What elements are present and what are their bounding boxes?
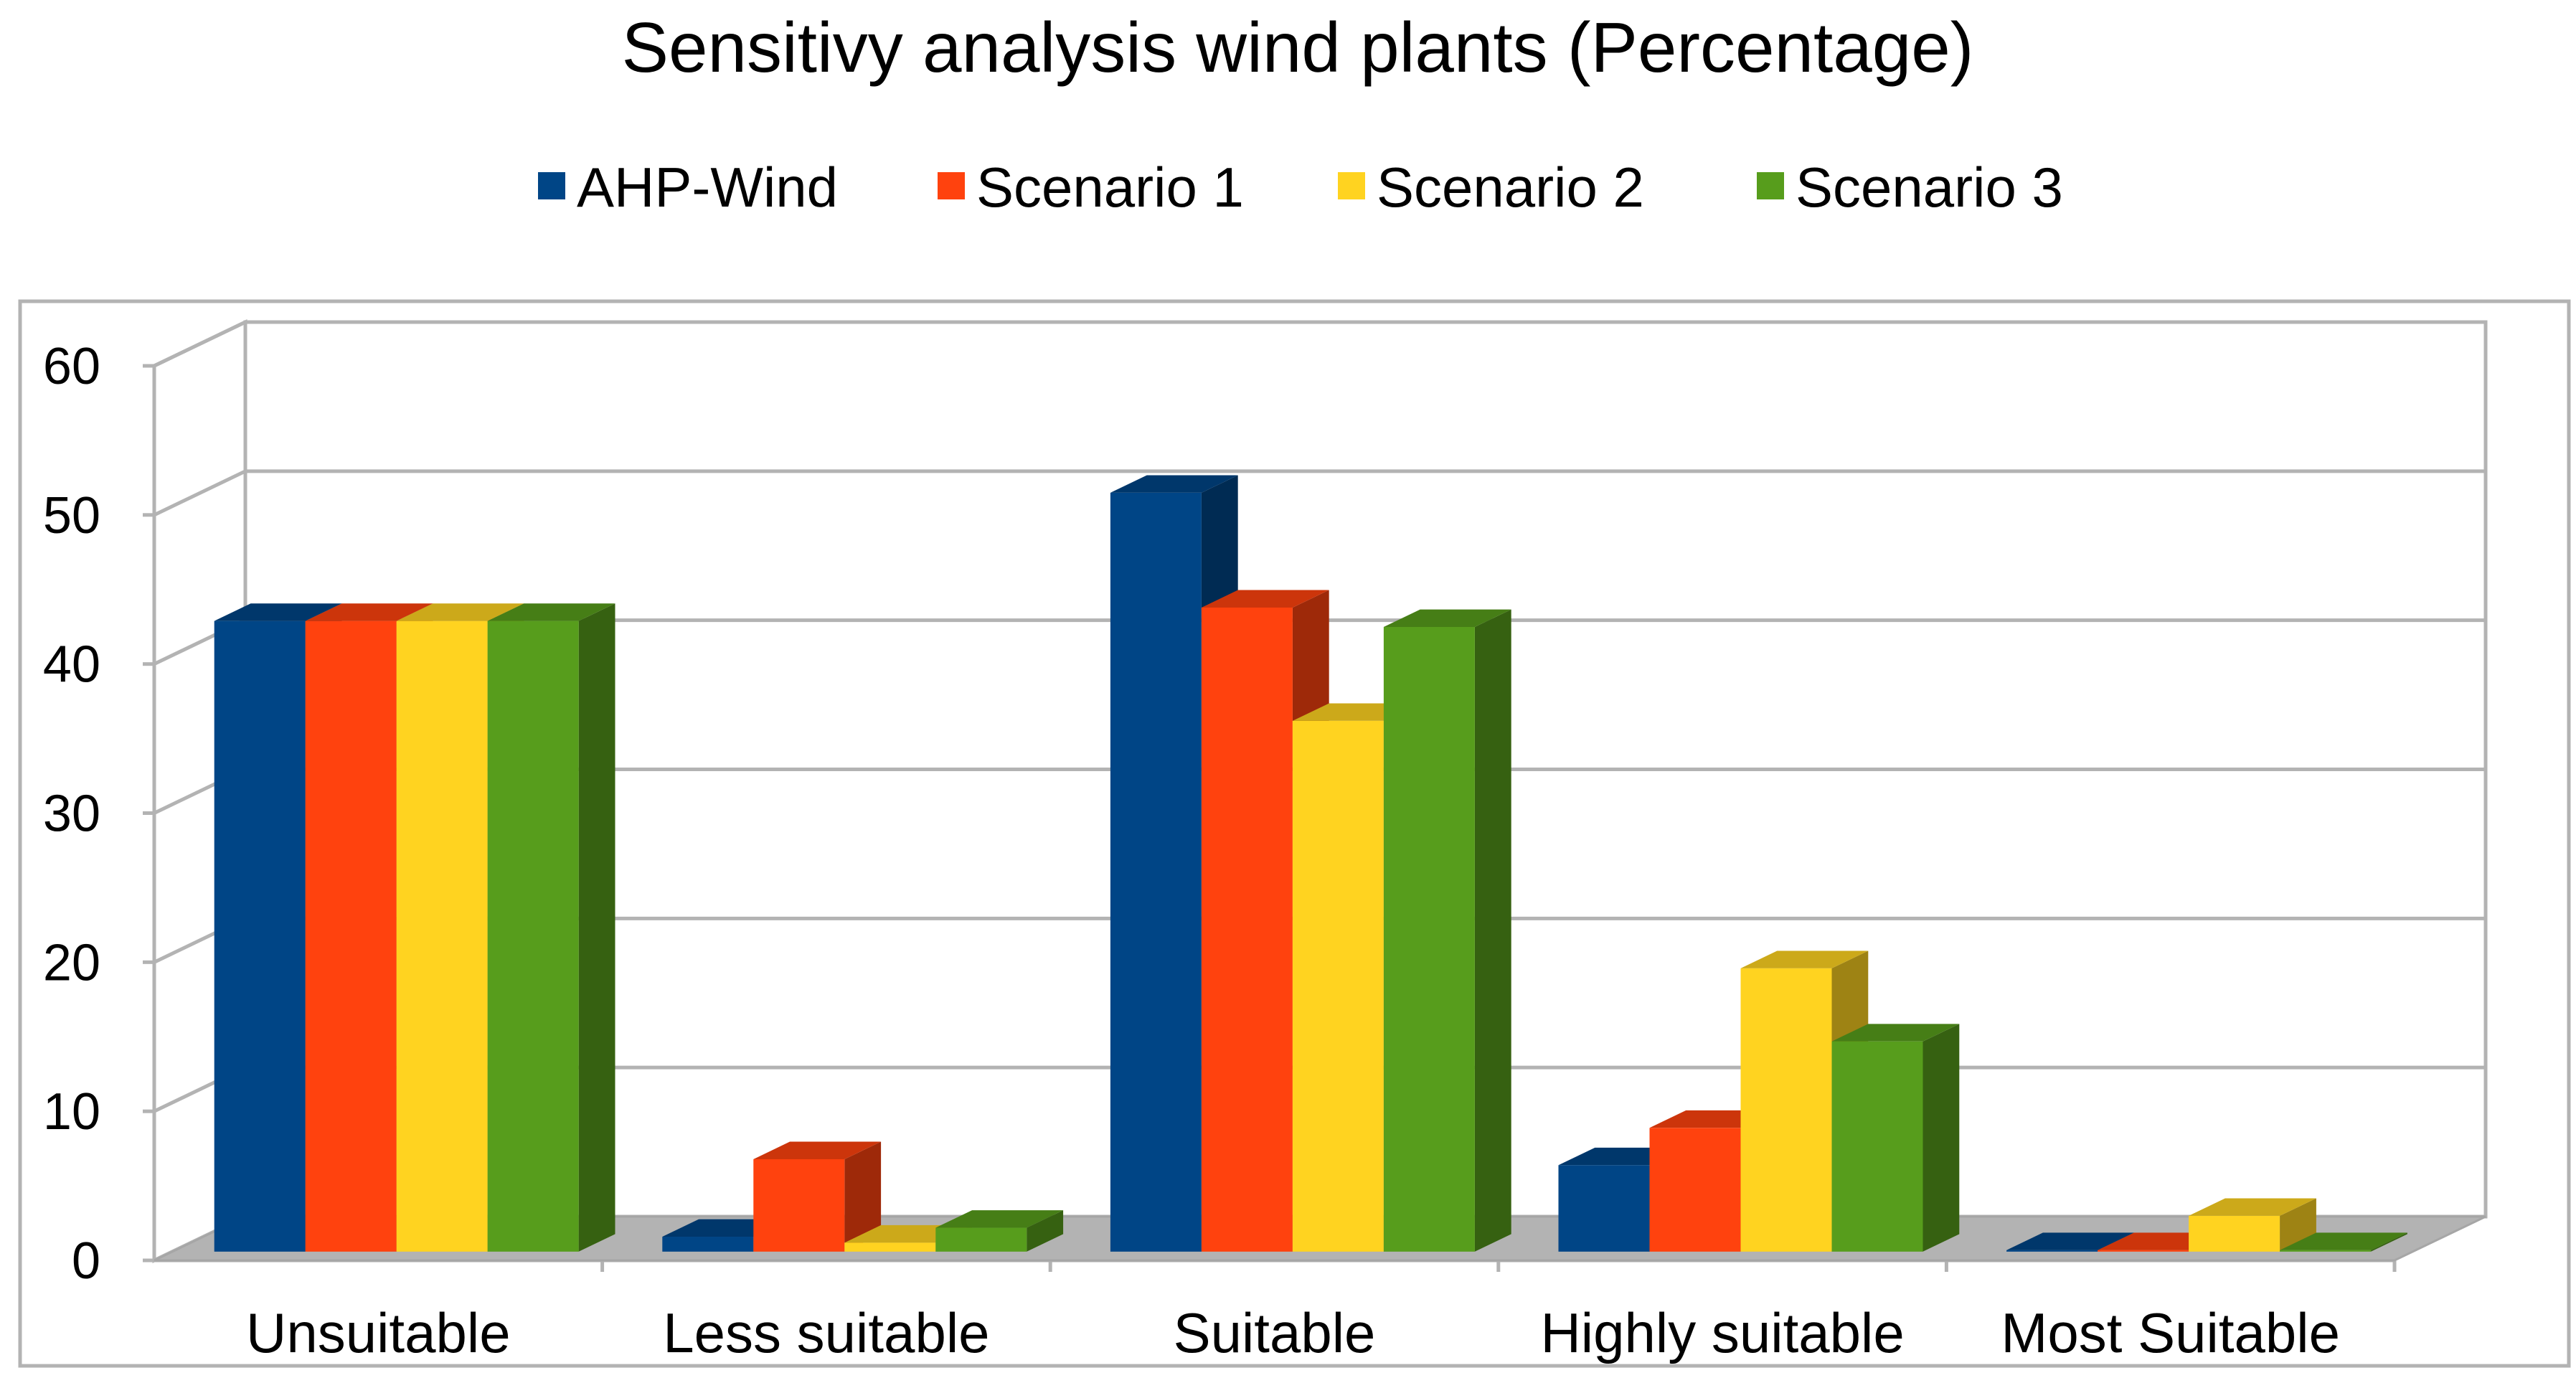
bar-front	[1383, 626, 1475, 1252]
gridline	[153, 469, 2486, 517]
bar-front	[2189, 1215, 2280, 1252]
plot-area-frame	[18, 299, 2571, 1368]
x-category-label: Unsuitable	[246, 1301, 511, 1364]
legend-item-scenario-3: Scenario 3	[1757, 156, 2063, 219]
bar-top	[1383, 609, 1511, 627]
bar-front	[1649, 1128, 1741, 1252]
bar-top	[396, 603, 524, 621]
y-tick-label: 10	[43, 1083, 100, 1141]
bar-top	[935, 1210, 1064, 1228]
bar-front	[844, 1242, 936, 1252]
legend-label: AHP-Wind	[577, 156, 838, 219]
x-category-label: Suitable	[1174, 1301, 1376, 1364]
legend: AHP-Wind Scenario 1 Scenario 2 Scenario 3	[538, 156, 2063, 219]
y-tick-label: 30	[43, 785, 100, 843]
x-category-label: Less suitable	[663, 1301, 989, 1364]
y-tick-label: 0	[72, 1232, 100, 1290]
legend-swatch	[538, 172, 565, 199]
bar-top	[2006, 1232, 2134, 1250]
y-tick-label: 60	[43, 338, 100, 395]
legend-item-ahp-wind: AHP-Wind	[538, 156, 838, 219]
bar-front	[2098, 1250, 2189, 1252]
chart-title: Sensitivy analysis wind plants (Percenta…	[622, 8, 1974, 87]
bar-top	[1110, 475, 1238, 493]
bars	[214, 475, 2407, 1252]
bar-scenario-1-less-suitable	[753, 1141, 882, 1252]
bar-scenario-3-less-suitable	[935, 1210, 1064, 1252]
legend-item-scenario-2: Scenario 2	[1338, 156, 1644, 219]
legend-label: Scenario 1	[976, 156, 1244, 219]
bar-side	[1474, 609, 1511, 1252]
bar-front	[1110, 492, 1202, 1252]
bar-side	[1922, 1024, 1960, 1252]
bar-top	[2189, 1198, 2316, 1216]
bar-front	[396, 621, 488, 1252]
bar-front	[1831, 1041, 1923, 1252]
legend-swatch	[938, 172, 965, 199]
bar-front	[2006, 1250, 2098, 1252]
bar-front	[1558, 1165, 1650, 1252]
x-category-label: Highly suitable	[1540, 1301, 1904, 1364]
bar-top	[214, 603, 342, 621]
bar-side	[844, 1141, 882, 1252]
legend-label: Scenario 3	[1796, 156, 2063, 219]
bar-front	[487, 621, 579, 1252]
bar-front	[305, 621, 397, 1252]
legend-label: Scenario 2	[1377, 156, 1644, 219]
axis-labels: 0 10 20 30 40 50 60 Unsuitable Less suitable Suit…	[43, 338, 2340, 1364]
legend-item-scenario-1: Scenario 1	[938, 156, 1244, 219]
bar-top	[1831, 1024, 1960, 1042]
bar-front	[214, 621, 306, 1252]
y-tick-label: 40	[43, 636, 100, 694]
bar-scenario-3-unsuitable	[487, 603, 615, 1252]
bar-front	[1201, 607, 1293, 1252]
y-tick-label: 20	[43, 934, 100, 991]
bar-front	[1292, 720, 1384, 1252]
bar-side	[578, 603, 615, 1252]
bar-front	[753, 1159, 845, 1252]
bar-front	[662, 1237, 754, 1252]
bar-side	[2371, 1232, 2407, 1252]
legend-swatch	[1757, 172, 1784, 199]
bar-top	[487, 603, 615, 621]
y-tick-label: 50	[43, 487, 100, 544]
x-category-label: Most Suitable	[2001, 1301, 2340, 1364]
gridline	[153, 320, 2486, 368]
bar-side	[1027, 1210, 1064, 1252]
bar-top	[753, 1141, 882, 1159]
bar-top	[1740, 950, 1869, 968]
bar-front	[1740, 968, 1832, 1252]
bar-front	[2280, 1250, 2372, 1252]
bar-scenario-3-highly-suitable	[1831, 1024, 1960, 1252]
bar-top	[2280, 1232, 2407, 1250]
bar-front	[935, 1227, 1027, 1252]
bar-top	[305, 603, 433, 621]
bar-scenario-3-suitable	[1383, 609, 1511, 1252]
bar-top	[1201, 590, 1329, 608]
legend-swatch	[1338, 172, 1365, 199]
bar-scenario-3-most-suitable	[2280, 1232, 2407, 1252]
